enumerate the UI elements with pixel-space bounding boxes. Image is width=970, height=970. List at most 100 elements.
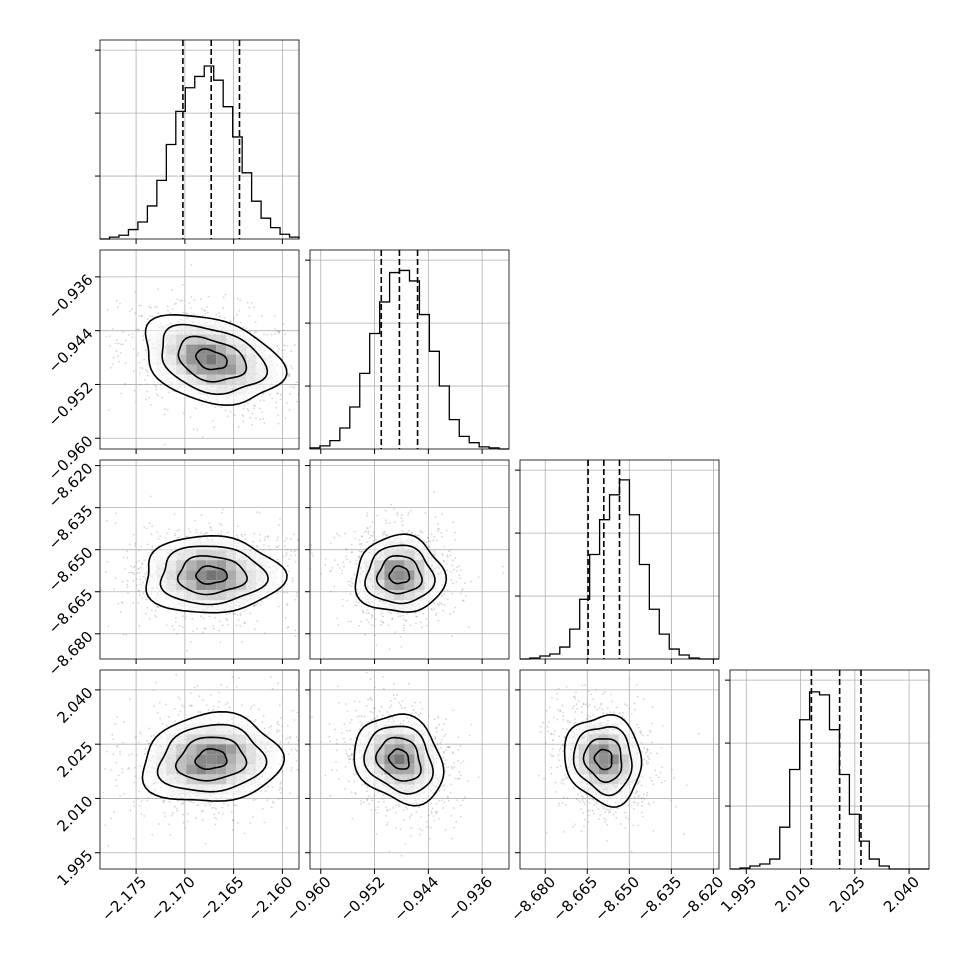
scatter-point xyxy=(335,608,337,610)
scatter-point xyxy=(317,369,319,371)
scatter-point xyxy=(376,557,379,560)
scatter-point xyxy=(145,398,147,401)
scatter-point xyxy=(231,332,234,335)
scatter-point xyxy=(373,794,376,797)
scatter-point xyxy=(416,740,419,743)
density-cell xyxy=(166,334,177,345)
scatter-point xyxy=(290,350,293,353)
density-cell xyxy=(216,774,227,785)
scatter-point xyxy=(400,514,403,516)
scatter-point xyxy=(207,295,210,298)
scatter-point xyxy=(237,426,240,428)
scatter-point xyxy=(254,798,257,801)
scatter-point xyxy=(164,580,166,583)
scatter-point xyxy=(152,579,155,581)
contour-line xyxy=(174,736,248,782)
density-cell xyxy=(424,590,435,601)
scatter-point xyxy=(455,581,458,583)
scatter-point xyxy=(361,722,364,725)
scatter-point xyxy=(327,597,329,599)
scatter-point xyxy=(159,326,161,329)
scatter-point xyxy=(151,588,154,590)
scatter-point xyxy=(368,578,370,581)
scatter-point xyxy=(148,522,151,525)
scatter-point xyxy=(146,799,149,802)
density-panel-2-3 xyxy=(305,459,510,664)
scatter-point xyxy=(325,558,327,560)
scatter-point xyxy=(351,551,353,553)
scatter-point xyxy=(341,605,344,607)
density-cell xyxy=(156,354,167,365)
scatter-point xyxy=(156,605,159,608)
scatter-point xyxy=(203,533,206,536)
scatter-point xyxy=(452,752,454,755)
scatter-point xyxy=(232,612,235,615)
scatter-point xyxy=(366,598,369,601)
scatter-point xyxy=(442,581,445,583)
scatter-point xyxy=(202,699,204,702)
scatter-point xyxy=(350,551,353,554)
scatter-point xyxy=(257,596,260,599)
scatter-point xyxy=(263,357,266,360)
scatter-point xyxy=(141,314,143,317)
scatter-point xyxy=(155,393,158,396)
density-cell xyxy=(404,560,415,571)
scatter-point xyxy=(146,543,149,546)
density-cell xyxy=(186,354,197,365)
scatter-point xyxy=(217,722,219,724)
scatter-point xyxy=(194,519,196,522)
scatter-point xyxy=(228,730,231,732)
scatter-point xyxy=(232,722,234,725)
scatter-point xyxy=(270,375,272,378)
scatter-point xyxy=(465,594,467,597)
scatter-point xyxy=(435,566,438,569)
scatter-point xyxy=(362,801,365,804)
scatter-point xyxy=(270,347,273,349)
density-cell xyxy=(216,344,227,355)
density-cell xyxy=(186,540,197,551)
scatter-point xyxy=(239,790,241,792)
scatter-point xyxy=(401,699,404,702)
scatter-point xyxy=(358,624,361,627)
scatter-point xyxy=(173,794,175,796)
scatter-point xyxy=(421,548,424,551)
density-cell xyxy=(196,794,207,805)
scatter-point xyxy=(362,571,364,573)
scatter-point xyxy=(382,553,384,556)
scatter-point xyxy=(119,753,121,756)
scatter-point xyxy=(262,715,265,717)
scatter-point xyxy=(138,790,141,793)
scatter-point xyxy=(160,786,163,788)
scatter-point xyxy=(181,792,184,795)
scatter-point xyxy=(407,721,410,724)
scatter-point xyxy=(344,532,346,535)
scatter-point xyxy=(242,786,245,788)
scatter-point xyxy=(419,701,422,704)
scatter-point xyxy=(229,320,232,323)
scatter-point xyxy=(329,590,332,593)
scatter-point xyxy=(277,558,279,561)
scatter-point xyxy=(290,538,292,540)
scatter-point xyxy=(138,589,141,592)
scatter-point xyxy=(280,746,283,749)
scatter-point xyxy=(390,704,393,707)
scatter-point xyxy=(145,349,147,352)
scatter-point xyxy=(261,564,263,567)
scatter-point xyxy=(92,306,94,308)
scatter-point xyxy=(253,604,256,607)
scatter-point xyxy=(450,783,453,786)
scatter-point xyxy=(253,342,256,345)
scatter-point xyxy=(195,385,197,387)
scatter-point xyxy=(350,791,353,793)
scatter-point xyxy=(156,567,159,569)
scatter-point xyxy=(170,548,173,551)
scatter-point xyxy=(362,735,365,738)
scatter-point xyxy=(393,682,396,685)
scatter-point xyxy=(249,549,252,552)
scatter-point xyxy=(392,541,395,544)
scatter-point xyxy=(346,729,348,732)
scatter-point xyxy=(255,739,257,741)
scatter-point xyxy=(293,386,296,389)
scatter-point xyxy=(438,604,440,606)
scatter-point xyxy=(135,401,137,404)
